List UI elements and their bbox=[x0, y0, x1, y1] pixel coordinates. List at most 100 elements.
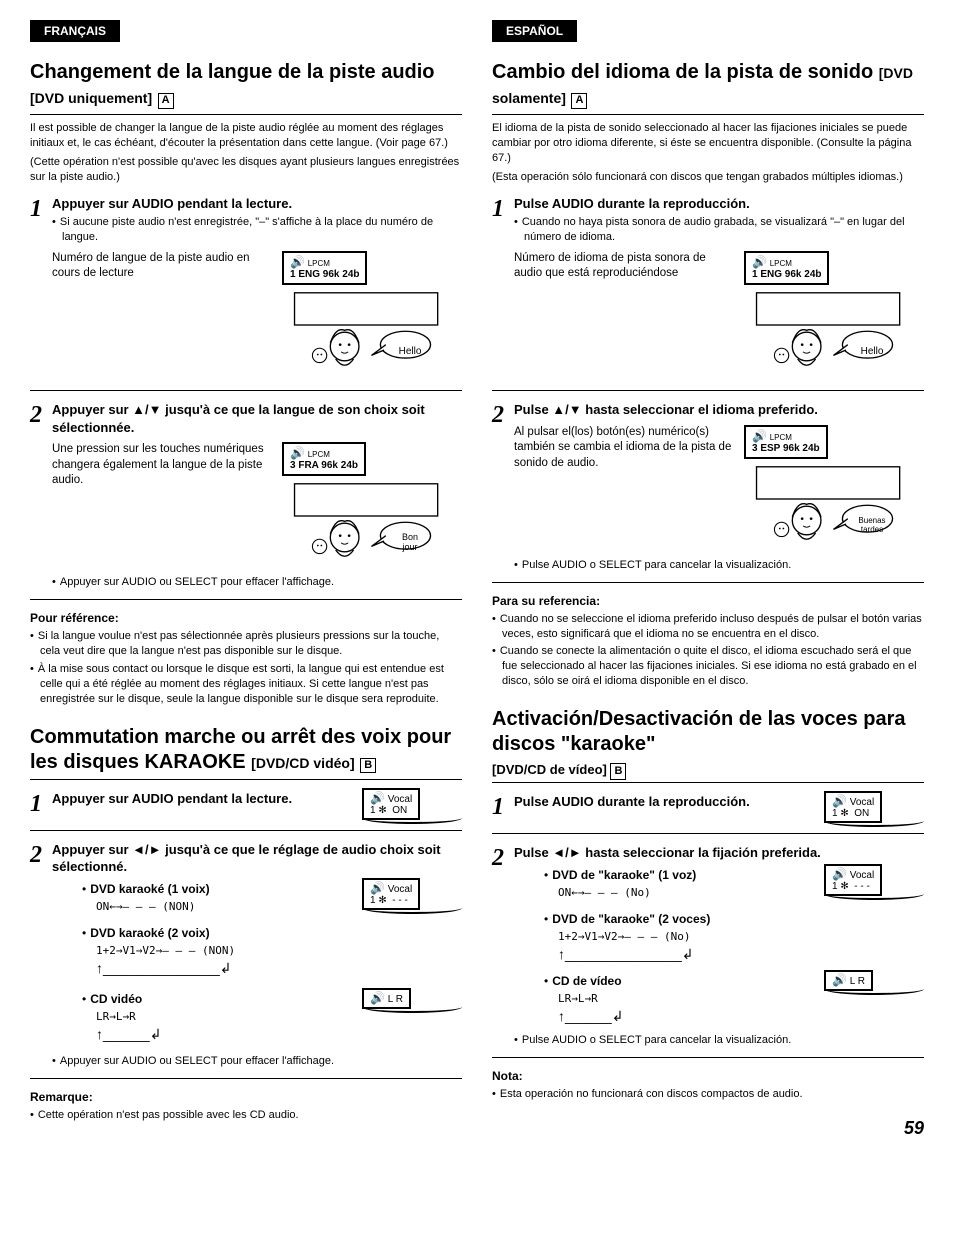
heading-sub: [DVD/CD de vídeo] bbox=[492, 762, 607, 777]
divider bbox=[492, 114, 924, 115]
divider bbox=[30, 779, 462, 780]
osd-line2: 3 FRA 96k 24b bbox=[290, 460, 358, 471]
osd-lr: L R bbox=[850, 976, 865, 987]
opt-seq: ON←→– – – (No) bbox=[558, 886, 804, 901]
opt-seq: ON←→– – – (NON) bbox=[96, 900, 342, 915]
karaoke-step-1-fr: 1 Appuyer sur AUDIO pendant la lecture. … bbox=[30, 788, 462, 824]
opt-head: DVD de "karaoke" (2 voces) bbox=[544, 911, 924, 927]
cancel-note: Pulse AUDIO o SELECT para cancelar la vi… bbox=[514, 1033, 924, 1048]
heading-karaoke-es: Activación/Desactivación de las voces pa… bbox=[492, 707, 924, 757]
return-arrow-icon: ↑______↲ bbox=[96, 1025, 342, 1044]
step-number: 2 bbox=[30, 839, 52, 871]
speaker-icon: 🔊 bbox=[752, 255, 767, 269]
opt-seq: LR→L→R bbox=[96, 1010, 342, 1025]
cancel-note: Appuyer sur AUDIO ou SELECT pour effacer… bbox=[52, 575, 462, 590]
osd-display: 🔊 L R bbox=[824, 970, 873, 991]
osd-display: 🔊 LPCM 1 ENG 96k 24b bbox=[744, 251, 829, 285]
step-heading: Pulse AUDIO durante la reproducción. bbox=[514, 793, 810, 811]
step-bullet: Cuando no haya pista sonora de audio gra… bbox=[514, 215, 924, 245]
divider bbox=[492, 390, 924, 391]
page-number: 59 bbox=[492, 1116, 924, 1140]
speech-text: Hello bbox=[399, 346, 422, 357]
divider bbox=[30, 390, 462, 391]
divider bbox=[492, 833, 924, 834]
opt-head: DVD karaoké (2 voix) bbox=[82, 925, 462, 941]
speaker-icon: 🔊 bbox=[370, 791, 385, 805]
return-arrow-icon: ↑_______________↲ bbox=[558, 945, 924, 964]
figure-illustration: 🔊 LPCM 1 ENG 96k 24b Hello bbox=[744, 251, 924, 376]
heading-karaoke-fr: Commutation marche ou arrêt des voix pou… bbox=[30, 725, 462, 775]
intro-text-2: (Cette opération n'est possible qu'avec … bbox=[30, 155, 462, 185]
intro-text-1: Il est possible de changer la langue de … bbox=[30, 121, 462, 151]
section-icon-b: B bbox=[610, 763, 626, 780]
osd-line2: 1 ENG 96k 24b bbox=[752, 269, 821, 280]
osd-line2: 3 ESP 96k 24b bbox=[752, 443, 820, 454]
speech-text-a: Bon bbox=[402, 532, 418, 542]
osd-on: ON bbox=[854, 808, 869, 819]
osd-display: 🔊 L R bbox=[362, 988, 411, 1009]
heading-audio-lang-es: Cambio del idioma de la pista de sonido … bbox=[492, 60, 924, 110]
heading-sub: [DVD uniquement] bbox=[30, 90, 152, 106]
osd-lr: L R bbox=[388, 994, 403, 1005]
step-heading: Pulse AUDIO durante la reproducción. bbox=[514, 195, 924, 213]
lang-tab-es: ESPAÑOL bbox=[492, 20, 577, 42]
opt-label: CD de vídeo bbox=[552, 974, 621, 988]
figure-caption: Número de idioma de pista sonora de audi… bbox=[514, 251, 734, 282]
step-bullet: Si aucune piste audio n'est enregistrée,… bbox=[52, 215, 462, 245]
heading-text: Commutation marche ou arrêt des voix pou… bbox=[30, 726, 451, 773]
figure-caption: Numéro de langue de la piste audio en co… bbox=[52, 251, 272, 282]
heading-audio-lang-fr: Changement de la langue de la piste audi… bbox=[30, 60, 462, 110]
osd-display: 🔊 LPCM 3 ESP 96k 24b bbox=[744, 425, 828, 459]
speaker-icon: 🔊 bbox=[752, 429, 767, 443]
osd-val: - - - bbox=[392, 895, 408, 906]
step-number: 2 bbox=[30, 399, 52, 431]
divider bbox=[30, 599, 462, 600]
speaker-icon: 🔊 bbox=[832, 867, 847, 881]
reference-bullet: Cuando se conecte la alimentación o quit… bbox=[492, 644, 924, 689]
osd-display: 🔊 LPCM 1 ENG 96k 24b bbox=[282, 251, 367, 285]
reference-heading: Para su referencia: bbox=[492, 593, 924, 609]
cancel-note: Pulse AUDIO o SELECT para cancelar la vi… bbox=[514, 558, 924, 573]
section-icon-a: A bbox=[158, 93, 174, 109]
cancel-note: Appuyer sur AUDIO ou SELECT pour effacer… bbox=[52, 1054, 462, 1069]
karaoke-step-2-es: 2 Pulse ◄/► hasta seleccionar la fijació… bbox=[492, 842, 924, 1051]
osd-display: 🔊 LPCM 3 FRA 96k 24b bbox=[282, 442, 366, 476]
reference-heading: Pour référence: bbox=[30, 610, 462, 626]
step-number: 2 bbox=[492, 399, 514, 431]
step-2-fr: 2 Appuyer sur ▲/▼ jusqu'à ce que la lang… bbox=[30, 399, 462, 593]
speech-text: Hello bbox=[861, 346, 884, 357]
note-bullet: Esta operación no funcionará con discos … bbox=[492, 1087, 924, 1102]
osd-vocal: Vocal bbox=[388, 794, 412, 805]
divider bbox=[492, 1057, 924, 1058]
osd-vocal: Vocal bbox=[850, 797, 874, 808]
karaoke-step-1-es: 1 Pulse AUDIO durante la reproducción. 🔊… bbox=[492, 791, 924, 827]
figure-illustration: 🔊 LPCM 3 FRA 96k 24b Bon jour bbox=[282, 442, 462, 567]
speaker-icon: 🔊 bbox=[290, 255, 305, 269]
opt-label: DVD de "karaoke" (2 voces) bbox=[552, 912, 710, 926]
opt-seq: 1+2→V1→V2→– – – (NON) bbox=[96, 944, 462, 959]
heading-text: Changement de la langue de la piste audi… bbox=[30, 61, 435, 83]
osd-vocal: Vocal bbox=[850, 870, 874, 881]
note-bullet: Cette opération n'est pas possible avec … bbox=[30, 1108, 462, 1123]
return-arrow-icon: ↑______↲ bbox=[558, 1007, 804, 1026]
opt-head: CD de vídeo bbox=[544, 973, 804, 989]
step-text: Al pulsar el(los) botón(es) numérico(s) … bbox=[514, 425, 734, 472]
opt-head: CD vidéo bbox=[82, 991, 342, 1007]
section-icon-a: A bbox=[571, 93, 587, 109]
osd-line2: 1 ENG 96k 24b bbox=[290, 269, 359, 280]
page-columns: FRANÇAIS Changement de la langue de la p… bbox=[30, 20, 924, 1141]
osd-line1: LPCM bbox=[308, 259, 330, 268]
osd-line1: LPCM bbox=[770, 259, 792, 268]
note-heading: Remarque: bbox=[30, 1089, 462, 1105]
lang-tab-fr: FRANÇAIS bbox=[30, 20, 120, 42]
osd-line1: LPCM bbox=[308, 450, 330, 459]
karaoke-step-2-fr: 2 Appuyer sur ◄/► jusqu'à ce que le régl… bbox=[30, 839, 462, 1072]
figure-illustration: 🔊 LPCM 3 ESP 96k 24b Buenas tardes bbox=[744, 425, 924, 550]
opt-label: DVD karaoké (2 voix) bbox=[90, 926, 209, 940]
reference-bullet: Si la langue voulue n'est pas sélectionn… bbox=[30, 629, 462, 659]
column-french: FRANÇAIS Changement de la langue de la p… bbox=[30, 20, 462, 1141]
step-heading: Appuyer sur AUDIO pendant la lecture. bbox=[52, 790, 348, 808]
speech-text-a: Buenas bbox=[858, 516, 885, 525]
opt-label: DVD karaoké (1 voix) bbox=[90, 882, 209, 896]
speech-text-b: jour bbox=[401, 542, 417, 552]
